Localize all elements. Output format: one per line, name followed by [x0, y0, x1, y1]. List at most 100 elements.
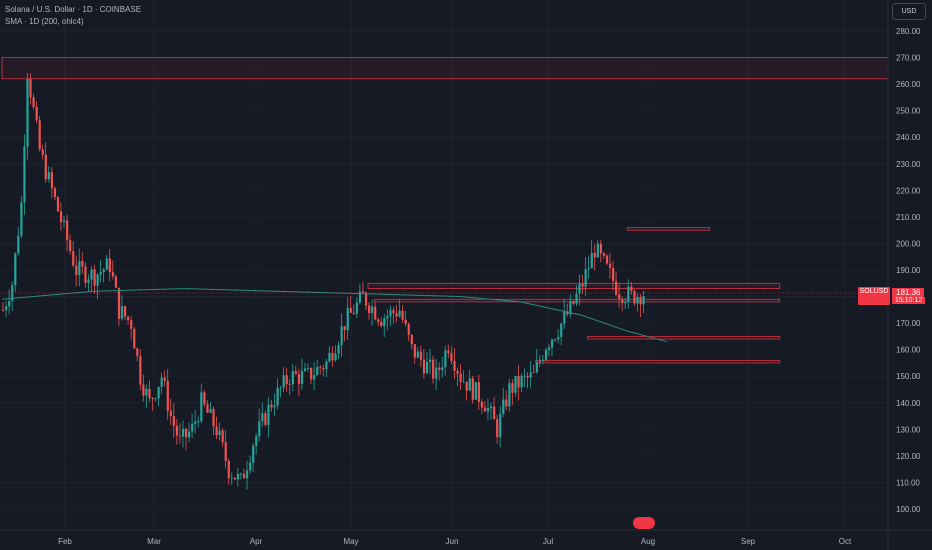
candle-body [148, 388, 151, 399]
zone-box [626, 227, 710, 231]
candle-body [520, 376, 523, 388]
candle-body [145, 388, 148, 396]
candle-body [117, 287, 121, 319]
price-tick-label: 250.00 [896, 107, 921, 116]
candle-body [377, 319, 380, 322]
candle-body [29, 78, 32, 98]
candle-body [541, 359, 545, 361]
candle-body [584, 269, 587, 287]
candle-body [325, 361, 328, 370]
candle-body [441, 367, 444, 371]
zones [1, 57, 889, 364]
candle-body [84, 266, 87, 283]
candle-body [242, 473, 246, 479]
candle-body [142, 384, 145, 396]
candle-body [185, 428, 188, 438]
candle-body [200, 392, 203, 422]
candle-body [267, 404, 270, 425]
candle-body [291, 371, 294, 385]
events-icon[interactable] [633, 517, 655, 529]
candle-body [157, 387, 160, 399]
time-axis: Feb Mar Apr May Jun Jul Aug Sep Oct [0, 529, 932, 546]
candle-body [319, 367, 322, 369]
candle-body [364, 292, 368, 306]
candle-body [197, 421, 200, 422]
candle-body [96, 274, 99, 286]
candle-body [480, 401, 484, 408]
candle-body [361, 291, 365, 293]
candle-body [303, 368, 307, 371]
candle-body [642, 295, 645, 305]
time-tick-label: Mar [147, 537, 161, 546]
price-tick-label: 130.00 [896, 425, 921, 434]
candle-body [343, 326, 346, 331]
candle-body [471, 378, 474, 400]
time-tick-label: Apr [250, 537, 263, 546]
candle-body [496, 419, 499, 438]
candle-body [462, 381, 465, 383]
chart-title: Solana / U.S. Dollar · 1D · COINBASE [5, 5, 142, 14]
candle-body [294, 371, 297, 374]
candle-body [239, 473, 243, 475]
candle-body [221, 430, 224, 443]
candle-body [615, 281, 618, 295]
candle-body [66, 220, 69, 241]
candle-body [261, 413, 264, 422]
candle-body [380, 321, 383, 327]
candle-body [544, 349, 548, 360]
candle-body [514, 375, 517, 393]
candle-body [618, 294, 621, 300]
candle-body [255, 436, 258, 446]
candle-body [529, 372, 532, 378]
candle-body [422, 359, 426, 374]
candle-body [605, 255, 609, 264]
candle-body [465, 381, 468, 391]
candle-body [432, 359, 435, 379]
candle-body [191, 423, 194, 432]
candle-body [297, 373, 301, 384]
candle-body [17, 235, 20, 254]
time-tick-label: Jul [543, 537, 553, 546]
candle-body [163, 377, 166, 381]
price-tick-label: 280.00 [896, 27, 921, 36]
candle-body [270, 404, 273, 408]
price-tick-label: 140.00 [896, 399, 921, 408]
sma-line [1, 288, 668, 343]
candle-body [621, 299, 624, 304]
last-price-label: 181.36 [892, 288, 925, 297]
candle-body [368, 305, 371, 314]
candle-body [50, 172, 53, 189]
candle-body [474, 382, 477, 400]
candle-body [47, 172, 50, 180]
candle-body [53, 188, 57, 198]
candle-body [557, 337, 560, 340]
candle-body [5, 306, 8, 311]
candle-body [316, 367, 319, 376]
candle-body [111, 272, 114, 277]
candle-body [188, 431, 191, 438]
candle-body [212, 408, 215, 427]
candle-body [322, 368, 325, 370]
candle-body [505, 399, 508, 407]
candle-body [517, 375, 520, 388]
candle-body [429, 359, 432, 362]
candle-body [386, 315, 389, 319]
currency-button[interactable]: USD [892, 3, 926, 20]
candle-body [151, 398, 154, 400]
candle-body [599, 243, 602, 254]
candle-body [608, 263, 612, 268]
candle-body [63, 220, 66, 223]
candle-body [371, 306, 374, 314]
candle-body [282, 375, 285, 388]
candle-body [136, 348, 139, 356]
candle-body [596, 243, 599, 258]
price-tick-label: 150.00 [896, 372, 921, 381]
candle-body [166, 380, 169, 411]
candle-body [41, 149, 44, 155]
candle-body [459, 373, 462, 382]
price-tick-label: 240.00 [896, 133, 921, 142]
candle-body [468, 378, 471, 391]
indicator-legend[interactable]: SMA · 1D (200, ohlc4) [5, 17, 84, 26]
candle-body [133, 328, 136, 349]
